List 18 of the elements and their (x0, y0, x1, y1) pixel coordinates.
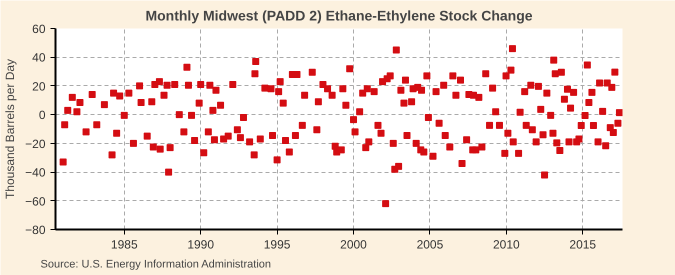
y-tick-label: 0 (38, 108, 46, 122)
x-tick-label: 1990 (187, 238, 214, 252)
y-tick-label: 60 (32, 22, 46, 36)
x-tick-label: 2005 (416, 238, 444, 252)
x-tick-label: 1995 (264, 238, 291, 252)
y-tick-label: −20 (25, 136, 46, 151)
x-tick-label: 2000 (340, 238, 368, 252)
y-tick-label: −60 (25, 194, 46, 208)
y-tick-label: 40 (32, 50, 46, 65)
y-axis-title: Thousand Barrels per Day (3, 58, 18, 200)
x-tick-label: 2015 (569, 238, 596, 252)
x-tick-label: 1985 (110, 238, 138, 252)
y-tick-label: −40 (25, 166, 46, 180)
x-tick-label: 2010 (493, 238, 520, 252)
y-tick-label: 20 (32, 79, 46, 94)
y-tick-label: −80 (25, 223, 46, 237)
chart-title: Monthly Midwest (PADD 2) Ethane-Ethylene Stock Change (145, 8, 533, 24)
source-note: Source: U.S. Energy Information Administration (40, 258, 271, 270)
